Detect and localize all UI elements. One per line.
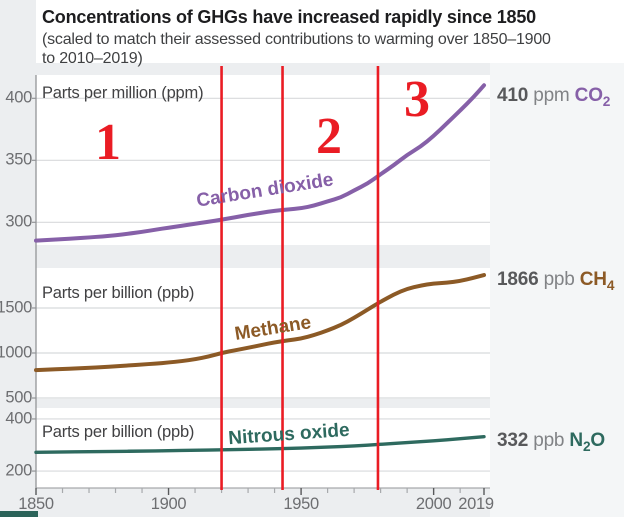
figure-subtitle-line2: to 2010–2019) <box>42 50 143 67</box>
figure-subtitle-line1: (scaled to match their assessed contribu… <box>42 31 551 48</box>
methane-line <box>34 273 486 373</box>
ch4-end-value: 1866 <box>497 269 539 290</box>
period-1-annotation: 1 <box>95 114 121 171</box>
period-3-annotation: 3 <box>404 71 430 128</box>
ch4-axis-unit-label: Parts per billion (ppb) <box>42 284 195 302</box>
x-tick-label: 1900 <box>150 495 187 513</box>
co2-gas-symbol: CO2 <box>574 85 611 109</box>
n2o-end-unit: ppb <box>533 430 565 451</box>
co2-end-unit: ppm <box>533 85 570 106</box>
y-tick-label: 1500 <box>0 298 32 317</box>
n2o-end-value-label: 332 ppb N2O <box>497 430 605 454</box>
nitrous-oxide-line <box>34 434 486 454</box>
y-tick-label: 1000 <box>0 343 32 362</box>
x-tick-label: 2019 <box>458 495 494 513</box>
y-tick-label: 500 <box>5 388 32 407</box>
n2o-axis-unit-label: Parts per billion (ppb) <box>42 423 195 441</box>
x-tick-label: 1850 <box>18 495 54 513</box>
ch4-end-value-label: 1866 ppb CH4 <box>497 269 614 293</box>
co2-end-value-label: 410 ppm CO2 <box>497 85 610 109</box>
n2o-gas-symbol: N2O <box>569 430 605 454</box>
figure-title: Concentrations of GHGs have increased ra… <box>42 7 536 27</box>
ch4-gas-symbol: CH4 <box>579 269 615 293</box>
y-tick-label: 300 <box>5 212 32 231</box>
y-tick-label: 350 <box>5 150 32 169</box>
y-tick-label: 400 <box>5 88 32 107</box>
x-tick-label: 2000 <box>415 495 452 513</box>
left-margin-strip <box>0 0 36 517</box>
right-margin-strip <box>490 63 624 517</box>
ch4-end-unit: ppb <box>543 269 575 290</box>
co2-axis-unit-label: Parts per million (ppm) <box>42 84 204 102</box>
y-tick-label: 200 <box>5 461 32 480</box>
bottom-left-sliver <box>0 511 38 517</box>
co2-end-value: 410 <box>497 85 529 106</box>
n2o-end-value: 332 <box>497 430 529 451</box>
x-tick-label: 1950 <box>283 495 319 513</box>
period-2-annotation: 2 <box>316 108 342 165</box>
carbon-dioxide-line <box>34 83 486 243</box>
y-tick-label: 400 <box>5 409 32 428</box>
